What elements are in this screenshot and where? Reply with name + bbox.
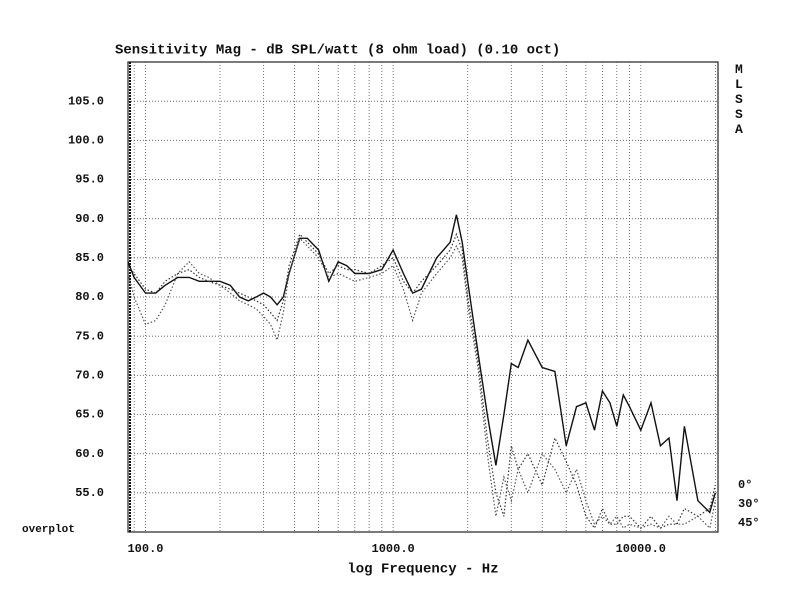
y-tick-label: 65.0	[75, 408, 104, 422]
legend-label: 45°	[738, 516, 760, 530]
legend-label: 30°	[738, 497, 760, 511]
y-tick-label: 100.0	[68, 134, 104, 148]
x-tick-label: 10000.0	[616, 542, 666, 556]
y-tick-label: 90.0	[75, 212, 104, 226]
y-tick-label: 70.0	[75, 369, 104, 383]
series-line	[128, 237, 716, 530]
y-tick-label: 85.0	[75, 251, 104, 265]
chart-title: Sensitivity Mag - dB SPL/watt (8 ohm loa…	[115, 43, 560, 59]
y-tick-label: 75.0	[75, 329, 104, 343]
x-tick-label: 100.0	[127, 542, 163, 556]
y-tick-label: 60.0	[75, 447, 104, 461]
y-tick-label: 80.0	[75, 290, 104, 304]
series-line	[128, 214, 716, 514]
y-tick-label: 95.0	[75, 173, 104, 187]
x-axis-label: log Frequency - Hz	[347, 562, 498, 578]
annotation: overplot	[22, 524, 75, 536]
series-line	[128, 232, 716, 530]
y-tick-label: 55.0	[75, 486, 104, 500]
legend-label: 0°	[738, 478, 752, 492]
x-tick-label: 1000.0	[372, 542, 415, 556]
side-label: MLSSA	[735, 62, 743, 137]
y-tick-label: 105.0	[68, 94, 104, 108]
